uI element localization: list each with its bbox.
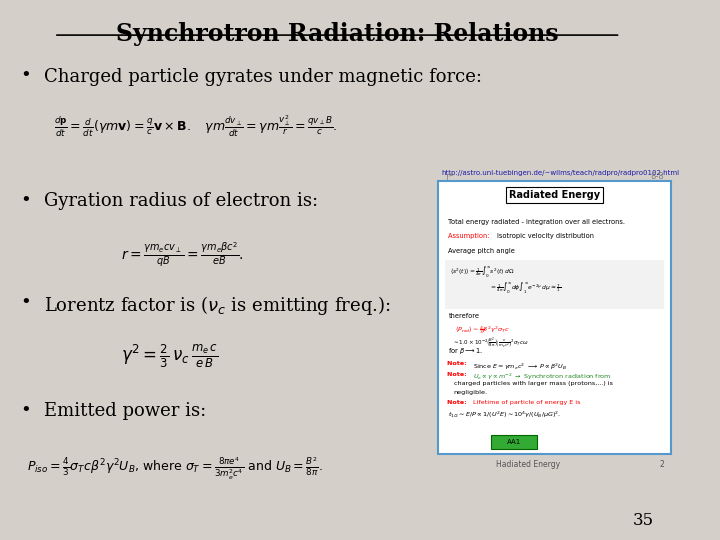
- Text: http://astro.uni-tuebingen.de/~wilms/teach/radpro/radpro0102.html: http://astro.uni-tuebingen.de/~wilms/tea…: [442, 170, 680, 176]
- Text: $\frac{d\mathbf{p}}{dt} = \frac{d}{dt}(\gamma m \mathbf{v}) = \frac{q}{c}\mathbf: $\frac{d\mathbf{p}}{dt} = \frac{d}{dt}(\…: [54, 113, 337, 139]
- Text: negligible.: negligible.: [454, 390, 488, 395]
- Text: •: •: [20, 402, 31, 420]
- Text: Isotropic velocity distribution: Isotropic velocity distribution: [497, 233, 594, 239]
- Text: ↱: ↱: [445, 172, 453, 183]
- Text: Since $E = \gamma m_e c^2$ $\longrightarrow$ $P \propto \beta^2 U_B$: Since $E = \gamma m_e c^2$ $\longrightar…: [473, 361, 567, 372]
- Text: Note:: Note:: [447, 361, 469, 366]
- Text: 35: 35: [633, 512, 654, 529]
- Text: $\gamma^2 = \frac{2}{3}\,\nu_c\,\frac{m_e\,c}{e\,B}$: $\gamma^2 = \frac{2}{3}\,\nu_c\,\frac{m_…: [122, 343, 218, 370]
- Text: Emitted power is:: Emitted power is:: [44, 402, 206, 420]
- Text: $r = \frac{\gamma m_e c v_\perp}{qB} = \frac{\gamma m_e \beta c^2}{eB}.$: $r = \frac{\gamma m_e c v_\perp}{qB} = \…: [122, 240, 244, 269]
- Text: 2: 2: [660, 460, 665, 469]
- Text: charged particles with larger mass (protons,...) is: charged particles with larger mass (prot…: [454, 381, 613, 386]
- FancyBboxPatch shape: [491, 435, 538, 449]
- Text: Average pitch angle: Average pitch angle: [449, 248, 516, 254]
- Text: Synchrotron Radiation: Relations: Synchrotron Radiation: Relations: [116, 22, 559, 45]
- Text: Hadiated Energy: Hadiated Energy: [495, 460, 559, 469]
- Text: Radiated Energy: Radiated Energy: [509, 190, 600, 200]
- FancyBboxPatch shape: [438, 181, 671, 454]
- Text: Assumption:: Assumption:: [449, 233, 492, 239]
- Text: •: •: [20, 294, 31, 312]
- Text: Lorentz factor is ($\nu_c$ is emitting freq.):: Lorentz factor is ($\nu_c$ is emitting f…: [44, 294, 390, 318]
- Text: Gyration radius of electron is:: Gyration radius of electron is:: [44, 192, 318, 210]
- Text: AA1: AA1: [508, 438, 522, 445]
- Text: $P_{iso} = \frac{4}{3}\sigma_T c\beta^2\gamma^2 U_B$, where $\sigma_T = \frac{8\: $P_{iso} = \frac{4}{3}\sigma_T c\beta^2\…: [27, 456, 323, 482]
- Text: •: •: [20, 68, 31, 85]
- Text: Note:: Note:: [447, 400, 469, 406]
- Text: 8-8: 8-8: [650, 172, 665, 181]
- Text: $\langle P_{rad}\rangle \sim \frac{4}{3}\beta^2\gamma^2\sigma_T c$: $\langle P_{rad}\rangle \sim \frac{4}{3}…: [455, 324, 510, 336]
- Text: $\langle s^2(t)\rangle = \frac{1}{4\pi}\int_0^{\infty} s^2(t)\,d\Omega$: $\langle s^2(t)\rangle = \frac{1}{4\pi}\…: [450, 265, 514, 280]
- Text: Charged particle gyrates under magnetic force:: Charged particle gyrates under magnetic …: [44, 68, 482, 85]
- Text: Lifetime of particle of energy E is: Lifetime of particle of energy E is: [473, 400, 580, 406]
- Text: $\sim 1.0\times10^{-2}\!\left(\frac{B^2}{8\pi}\right)\!\left(\frac{v}{m_e c^2}\r: $\sim 1.0\times10^{-2}\!\left(\frac{B^2}…: [452, 336, 528, 351]
- Text: $= \frac{1}{4\pi}\int_0^{\infty} d\phi \int_1^{\infty} e^{-2\mu}\,d\mu \approx \: $= \frac{1}{4\pi}\int_0^{\infty} d\phi \…: [489, 281, 561, 296]
- Bar: [445, 260, 665, 309]
- Text: for $\beta \longrightarrow 1$.: for $\beta \longrightarrow 1$.: [449, 346, 484, 356]
- Text: $t_{1/2} \sim E/P \propto 1/(U^2 E) \sim 10^4\gamma/(U_B/\mu G)^2$.: $t_{1/2} \sim E/P \propto 1/(U^2 E) \sim…: [449, 409, 562, 419]
- Text: Total energy radiated - integration over all electrons.: Total energy radiated - integration over…: [449, 219, 626, 225]
- Text: therefore: therefore: [449, 313, 480, 319]
- Text: $U_e \propto \gamma \propto m^{-2}$ $\rightarrow$ Synchrotron radiation from: $U_e \propto \gamma \propto m^{-2}$ $\ri…: [473, 372, 611, 382]
- Text: •: •: [20, 192, 31, 210]
- Text: Note:: Note:: [447, 372, 469, 377]
